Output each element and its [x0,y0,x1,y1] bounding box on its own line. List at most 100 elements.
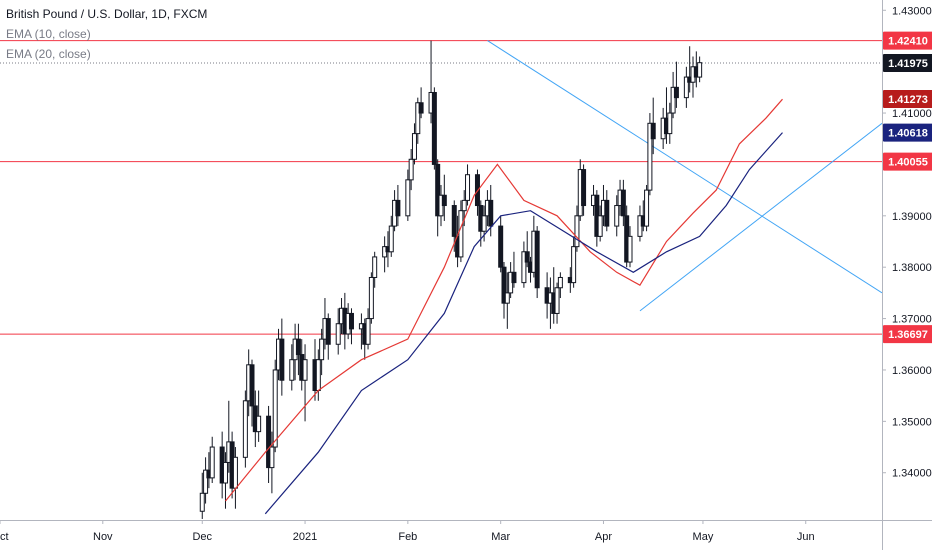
candle-body [488,199,494,227]
candle-body [581,169,587,207]
x-tick-label: Oct [0,531,9,543]
candle-body [441,194,447,207]
candle-body [388,225,394,253]
level-price-tag-bg [883,325,932,344]
y-tick-label: 1.43000 [892,5,932,17]
candle-body [521,251,527,284]
candle-body [209,446,215,479]
level-price-tag-label: 1.40055 [888,157,928,169]
candle [524,231,530,268]
candle-body [597,215,603,237]
x-tick-label: May [693,531,714,543]
candle-body [481,215,487,232]
candle [574,205,580,252]
y-tick-label: 1.37000 [892,314,932,326]
price-tag-label: 1.41975 [888,58,928,70]
candle [571,236,577,288]
candle [465,164,471,206]
candle [627,226,633,268]
y-tick-label: 1.34000 [892,468,932,480]
candle-body [504,292,510,304]
candle [418,87,424,119]
candle-body [415,102,421,135]
level-price-tag-label: 1.42410 [888,36,928,48]
candle-body [256,415,262,433]
candle-body [319,338,325,361]
candle [697,56,703,83]
candle-body [667,112,673,135]
candle [372,251,378,288]
candle [388,215,394,257]
candle [209,436,215,484]
candle [365,308,371,350]
y-tick-label: 1.35000 [892,416,932,428]
candle [644,184,650,232]
candle-body [501,266,507,304]
candle-body [627,235,633,263]
candle-body [335,323,341,345]
candle-body [242,400,248,458]
candle [325,313,331,360]
price-tag-bg [883,53,932,72]
candle-body [279,338,285,381]
candle [534,226,540,299]
candle [435,159,441,237]
candle-body [644,189,650,227]
chart-title: British Pound / U.S. Dollar, 1D, FXCM [6,7,208,21]
candle-body [511,271,517,284]
candle-body [571,246,577,284]
candle [415,97,421,144]
y-tick-label: 1.39000 [892,211,932,223]
candle-body [289,359,295,381]
candle [395,184,401,227]
candle-body [418,102,424,114]
candle [269,431,275,494]
candle-body [408,158,414,181]
candle [249,359,255,427]
candle-body [365,318,371,345]
candle-body [554,287,560,314]
x-tick-label: Jun [797,531,815,543]
candle [501,262,507,319]
candle-body [647,122,653,191]
candle [554,282,560,324]
candle [319,328,325,376]
candle [302,344,308,422]
candle-body [620,189,626,217]
price-tag-bg [883,123,932,142]
candle-body [451,205,457,237]
candle [458,200,464,263]
candle-body [368,276,374,320]
candle [647,113,653,196]
candle-body [269,446,275,469]
ema10-legend: EMA (10, close) [6,27,91,41]
candle [620,179,626,227]
y-tick-label: 1.41000 [892,108,932,120]
candle [411,123,417,165]
candle [272,359,278,453]
x-tick-label: Dec [192,531,212,543]
candle-body [534,230,540,289]
candle-body [266,415,272,469]
x-tick-label: Mar [491,531,510,543]
y-tick-label: 1.38000 [892,262,932,274]
candle [335,308,341,355]
candle-body [249,364,255,407]
ema20-legend: EMA (20, close) [6,47,91,61]
candle [498,215,504,273]
candle [441,174,447,221]
candle-body [431,91,437,165]
level-price-tag-bg [883,152,932,171]
candle [597,205,603,242]
candle-body [465,174,471,201]
candle-body [395,199,401,217]
candle [670,71,676,119]
candle [266,405,272,484]
candle-body [272,369,278,448]
candle [382,236,388,273]
candle-body [524,251,530,263]
candle-body [372,256,378,278]
candle [581,164,587,216]
